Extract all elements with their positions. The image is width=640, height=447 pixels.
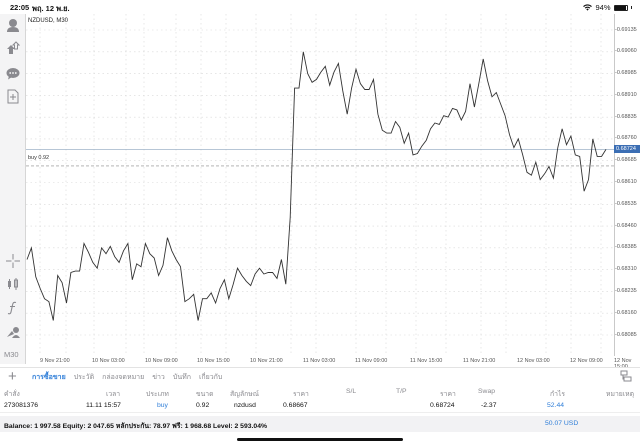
order-type: buy — [157, 402, 168, 409]
price-tick-label: -0.68235 — [615, 287, 637, 294]
clock: 22:05 — [10, 3, 30, 12]
tab-mailbox[interactable]: กล่องจดหมาย — [102, 374, 145, 381]
col-price: ราคา — [440, 391, 456, 398]
tab-journal[interactable]: บันทึก — [172, 374, 191, 381]
time-tick-label: 11 Nov 09:00 — [355, 358, 388, 364]
date: พฤ. 12 พ.ย. — [32, 4, 70, 13]
tab-trade[interactable]: การซื้อขาย — [32, 374, 66, 381]
order-profit: 52.44 — [547, 402, 565, 409]
account-icon[interactable] — [5, 17, 21, 33]
col-tp: T/P — [396, 388, 407, 395]
new-document-icon[interactable] — [5, 88, 21, 104]
time-tick-label: 10 Nov 03:00 — [92, 358, 125, 364]
plus-icon[interactable]: + — [8, 368, 17, 385]
table-row[interactable]: 273081376 11.11 15:57 buy 0.92 nzdusd 0.… — [0, 399, 640, 413]
col-order: คำสั่ง — [4, 391, 20, 398]
battery-icon — [613, 4, 628, 11]
wifi-icon — [583, 4, 593, 11]
chat-icon[interactable] — [5, 65, 21, 81]
total-profit: 50.07 USD — [545, 420, 579, 427]
time-tick-label: 11 Nov 21:00 — [463, 358, 496, 364]
chart-symbol-title: NZDUSD, M30 — [28, 18, 69, 24]
time-tick-label: 12 Nov 03:00 — [517, 358, 550, 364]
crosshair-icon[interactable] — [5, 253, 21, 269]
time-tick-label: 11 Nov 15:00 — [410, 358, 443, 364]
battery-percent: 94% — [595, 3, 611, 12]
tab-about[interactable]: เกี่ยวกับ — [198, 374, 223, 381]
time-tick-label: 10 Nov 15:00 — [197, 358, 230, 364]
order-size: 0.92 — [196, 402, 210, 409]
battery-tip — [630, 6, 632, 9]
home-indicator[interactable] — [237, 438, 403, 441]
left-toolbar: M30 — [0, 14, 26, 364]
order-symbol: nzdusd — [234, 402, 256, 409]
tab-history[interactable]: ประวัติ — [73, 374, 95, 381]
status-indicators: 94% — [583, 3, 632, 12]
price-tick-label: -0.68835 — [615, 113, 637, 120]
price-tick-label: -0.68160 — [615, 309, 637, 316]
price-axis[interactable] — [614, 14, 640, 356]
price-tick-label: -0.68385 — [615, 244, 637, 251]
indicators-icon[interactable] — [5, 276, 21, 292]
order-time: 11.11 15:57 — [86, 402, 121, 409]
buy-line-label: buy 0.92 — [28, 155, 50, 161]
time-tick-label: 11 Nov 03:00 — [303, 358, 336, 364]
time-tick-label: 12 Nov 09:00 — [570, 358, 603, 364]
trades-table: คำสั่ง เวลา ประเภท ขนาด สัญลักษณ์ ราคา S… — [0, 385, 640, 413]
account-summary: Balance: 1 997.58 Equity: 2 047.65 หลักป… — [4, 423, 268, 430]
price-tick-label: -0.68535 — [615, 200, 637, 207]
order-open-price: 0.68667 — [283, 402, 308, 409]
status-bar: 22:05 พฤ. 12 พ.ย. 94% — [0, 0, 640, 16]
trade-icon[interactable] — [5, 40, 21, 56]
table-header: คำสั่ง เวลา ประเภท ขนาด สัญลักษณ์ ราคา S… — [0, 385, 640, 399]
time-tick-label: 10 Nov 09:00 — [145, 358, 178, 364]
price-line-series — [26, 51, 607, 321]
price-tick-label: -0.68310 — [615, 266, 637, 273]
function-icon[interactable] — [5, 300, 21, 316]
tab-news[interactable]: ข่าว — [152, 374, 165, 381]
price-tick-label: -0.68460 — [615, 222, 637, 229]
col-sl: S/L — [346, 388, 357, 395]
price-tick-label: -0.68085 — [615, 331, 637, 338]
price-chart[interactable] — [26, 14, 614, 356]
order-current-price: 0.68724 — [430, 402, 455, 409]
account-summary-bar: Balance: 1 997.58 Equity: 2 047.65 หลักป… — [0, 416, 640, 432]
time-tick-label: 9 Nov 21:00 — [40, 358, 70, 364]
time-tick-label: 10 Nov 21:00 — [250, 358, 283, 364]
timeframe-button[interactable]: M30 — [4, 350, 19, 359]
window-dock-icon[interactable] — [620, 370, 632, 382]
col-profit: กำไร — [550, 391, 566, 398]
current-price-tag: 0.68724 — [614, 145, 640, 154]
price-tick-label: -0.68760 — [615, 135, 637, 142]
col-time: เวลา — [106, 391, 121, 398]
chart-canvas[interactable] — [26, 14, 614, 356]
col-swap: Swap — [478, 388, 496, 395]
price-tick-label: -0.68685 — [615, 157, 637, 164]
col-type: ประเภท — [146, 391, 169, 398]
price-tick-label: -0.68985 — [615, 70, 637, 77]
price-tick-label: -0.68610 — [615, 179, 637, 185]
col-symbol: สัญลักษณ์ — [230, 391, 260, 398]
price-tick-label: -0.69060 — [615, 48, 637, 55]
col-open-price: ราคา — [293, 391, 309, 398]
terminal-toolbar: + การซื้อขาย ประวัติ กล่องจดหมาย ข่าว บั… — [0, 367, 640, 385]
col-size: ขนาด — [196, 391, 214, 398]
order-id: 273081376 — [4, 402, 39, 409]
price-tick-label: -0.69135 — [615, 26, 637, 33]
order-swap: -2.37 — [481, 402, 497, 409]
col-comment: หมายเหตุ — [606, 391, 634, 398]
objects-icon[interactable] — [5, 324, 21, 340]
price-tick-label: -0.68910 — [615, 91, 637, 98]
terminal-tabs: การซื้อขาย ประวัติ กล่องจดหมาย ข่าว บันท… — [32, 372, 222, 383]
